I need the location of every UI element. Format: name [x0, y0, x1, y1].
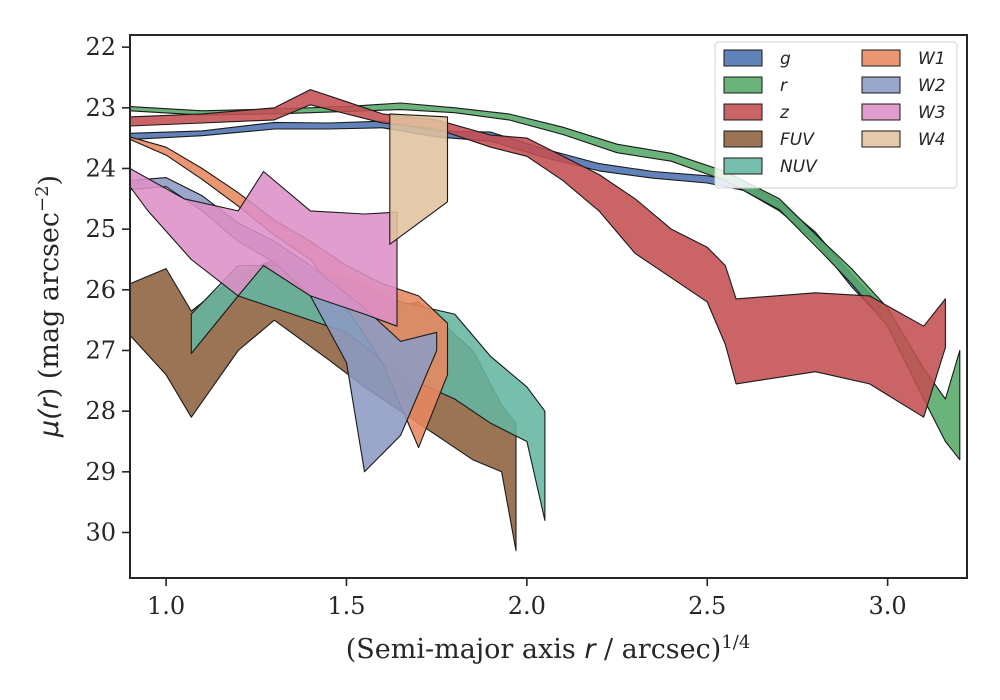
legend-swatch: [861, 49, 901, 67]
legend-swatch: [861, 76, 901, 94]
x-tick-label: 1.0: [147, 592, 185, 620]
legend-swatch: [861, 130, 901, 148]
x-tick-label: 2.5: [688, 592, 726, 620]
legend-item-fuv: FUV: [723, 130, 815, 150]
legend-label: W1: [918, 49, 946, 69]
legend-item-w1: W1: [861, 49, 946, 69]
plot-frame: [129, 34, 968, 579]
legend-swatch: [723, 103, 763, 121]
legend-item-g: g: [723, 49, 791, 69]
y-tick-label: 28: [85, 397, 116, 425]
y-tick-label: 24: [85, 154, 116, 182]
y-tick-label: 26: [85, 276, 116, 304]
legend-swatch: [861, 103, 901, 121]
y-tick-label: 22: [85, 33, 116, 61]
legend-item-nuv: NUV: [723, 157, 818, 177]
series-layer: [130, 89, 961, 552]
y-tick-label: 27: [85, 336, 116, 364]
y-tick-label: 25: [85, 215, 116, 243]
legend-label: W4: [918, 130, 946, 150]
x-tick-label: 2.0: [508, 592, 546, 620]
x-tick-label: 1.5: [327, 592, 365, 620]
legend: grz FUV NUV W1 W2 W3 W4: [714, 41, 958, 189]
legend-label: r: [780, 76, 788, 96]
legend-swatch: [723, 76, 763, 94]
legend-swatch: [723, 157, 763, 175]
legend-label: z: [779, 103, 790, 123]
legend-item-r: r: [723, 76, 788, 96]
x-axis: 1.0 1.5 2.0 2.5 3.0: [147, 578, 907, 620]
legend-item-w4: W4: [861, 130, 946, 150]
legend-label: NUV: [780, 157, 818, 177]
legend-label: g: [780, 49, 791, 69]
x-axis-label: (Semi-major axis r / arcsec)1/4: [346, 632, 751, 666]
legend-swatch: [723, 130, 763, 148]
x-tick-label: 3.0: [869, 592, 907, 620]
legend-item-w2: W2: [861, 76, 946, 96]
legend-item-w3: W3: [861, 103, 946, 123]
y-axis: 22 23 24 25 26 27 28 29 30: [85, 33, 130, 546]
legend-label: W2: [918, 76, 946, 96]
y-axis-label: μ(r) (mag arcsec−2): [32, 175, 66, 438]
legend-label: FUV: [780, 130, 815, 150]
y-tick-label: 29: [85, 458, 116, 486]
legend-swatch: [723, 49, 763, 67]
band-r: [130, 102, 961, 461]
legend-item-z: z: [723, 103, 790, 123]
band-w3: [130, 167, 398, 327]
legend-label: W3: [918, 103, 946, 123]
y-tick-label: 30: [85, 518, 116, 546]
y-tick-label: 23: [85, 94, 116, 122]
band-w4: [389, 113, 449, 245]
